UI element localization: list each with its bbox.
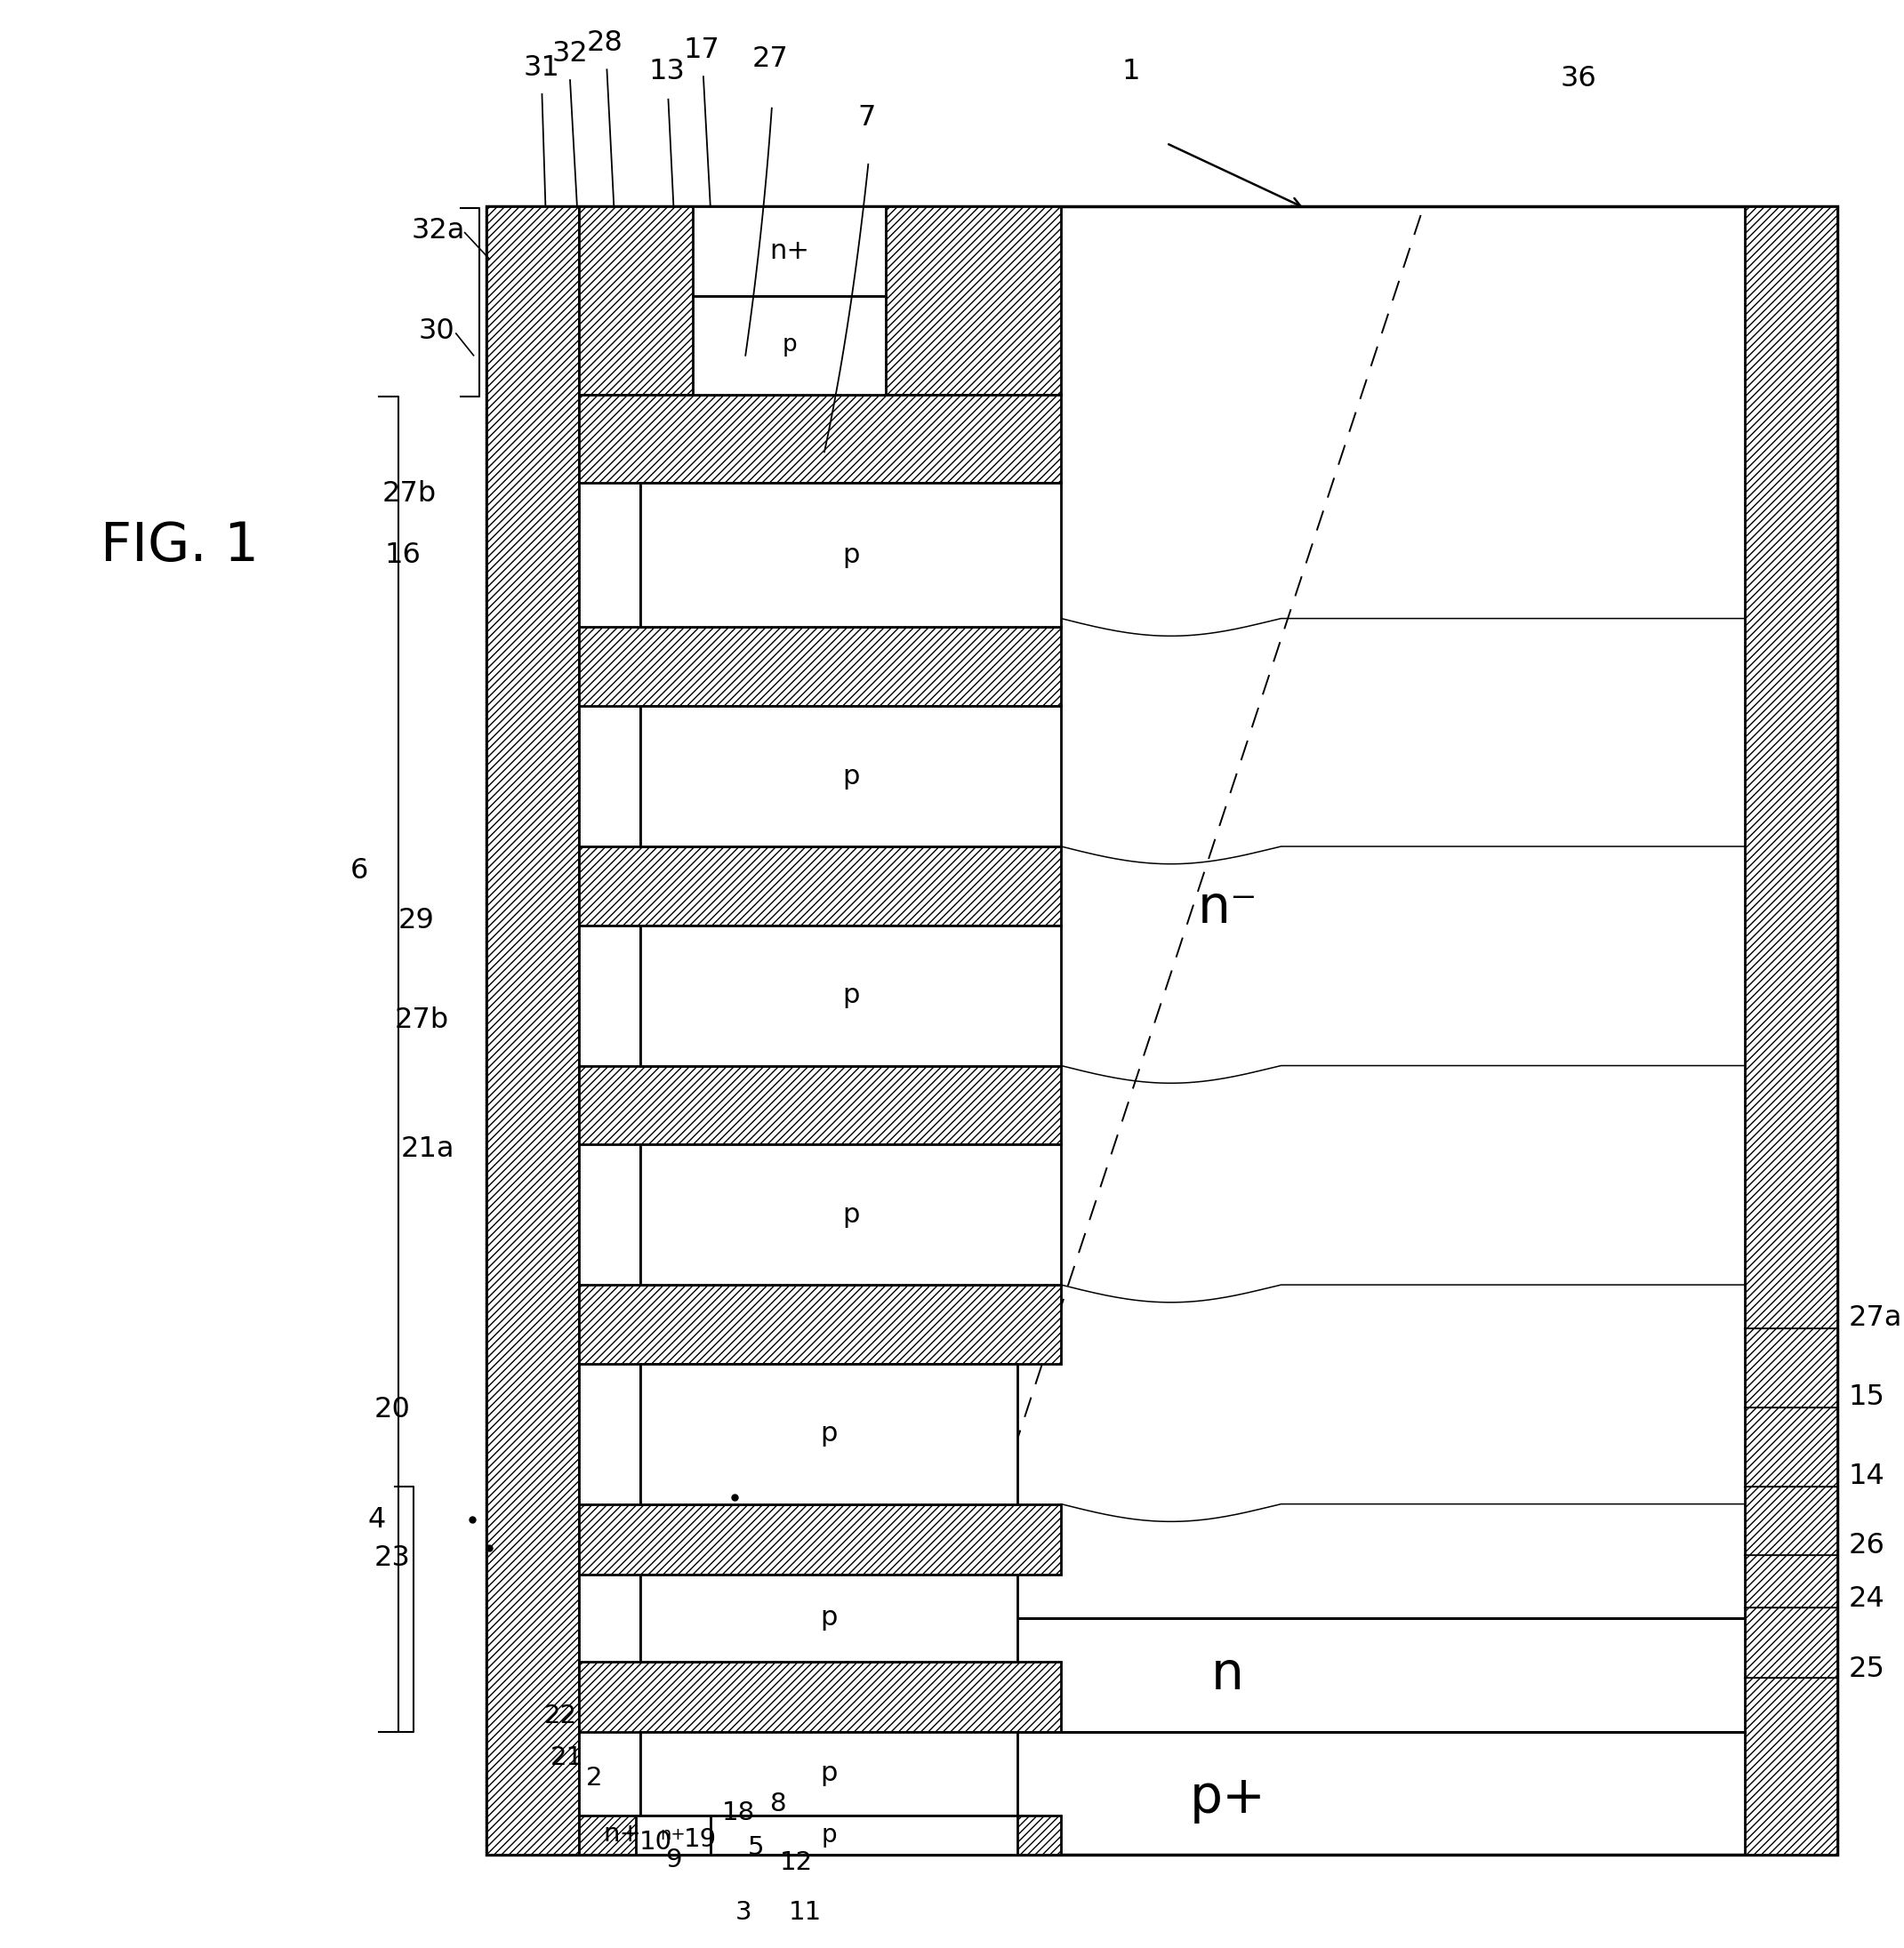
Text: 30: 30	[419, 318, 455, 345]
Bar	[579, 206, 640, 1854]
Text: n+: n+	[604, 1821, 642, 1847]
Text: 20: 20	[373, 1395, 411, 1424]
Text: p: p	[783, 333, 796, 356]
Text: 1: 1	[1121, 58, 1140, 86]
Text: 24: 24	[1849, 1586, 1885, 1613]
Bar	[693, 206, 885, 296]
Text: p: p	[842, 764, 859, 789]
Text: 17: 17	[684, 37, 720, 64]
Text: 32a: 32a	[411, 216, 465, 245]
Text: p: p	[842, 542, 859, 567]
Text: 16: 16	[385, 542, 421, 569]
Text: 21a: 21a	[400, 1136, 455, 1163]
Bar	[640, 705, 1061, 847]
Text: p: p	[842, 982, 859, 1009]
Bar	[636, 1816, 710, 1854]
Bar	[693, 296, 885, 395]
Text: 22: 22	[545, 1704, 577, 1728]
Text: FIG. 1: FIG. 1	[101, 520, 259, 573]
Bar	[487, 206, 579, 1854]
Text: p+: p+	[1190, 1773, 1266, 1823]
Text: 4: 4	[367, 1506, 387, 1533]
Text: 14: 14	[1849, 1463, 1885, 1490]
Text: 25: 25	[1849, 1656, 1885, 1683]
Text: p: p	[821, 1823, 836, 1847]
Text: p: p	[821, 1420, 838, 1447]
Text: p: p	[821, 1761, 838, 1786]
Text: 29: 29	[398, 908, 434, 935]
Bar	[579, 1816, 1061, 1854]
Bar	[487, 206, 1837, 1854]
Bar	[640, 1816, 1017, 1854]
Text: 6: 6	[350, 857, 367, 884]
Text: 31: 31	[524, 55, 560, 82]
Text: 13: 13	[649, 58, 685, 86]
Text: n⁻: n⁻	[1198, 882, 1259, 933]
Text: 18: 18	[722, 1800, 756, 1825]
Text: 8: 8	[771, 1792, 786, 1816]
Text: 9: 9	[664, 1849, 682, 1872]
Text: 15: 15	[1849, 1383, 1885, 1410]
Text: 27b: 27b	[394, 1007, 449, 1034]
Text: n: n	[1211, 1650, 1243, 1701]
Text: 11: 11	[788, 1901, 823, 1925]
Text: p: p	[842, 1202, 859, 1227]
Bar	[579, 206, 1061, 395]
Text: 36: 36	[1561, 64, 1597, 92]
Bar	[579, 847, 1061, 925]
Text: 10: 10	[640, 1831, 672, 1854]
Text: 27a: 27a	[1849, 1305, 1902, 1332]
Text: 7: 7	[857, 105, 876, 132]
Bar	[579, 1504, 1061, 1574]
Text: 19: 19	[684, 1827, 716, 1853]
Text: 23: 23	[373, 1545, 411, 1572]
Text: n+: n+	[769, 238, 809, 265]
Text: n+: n+	[661, 1827, 685, 1843]
Bar	[1746, 206, 1837, 1854]
Bar	[640, 1732, 1017, 1816]
Bar	[579, 395, 1061, 483]
Bar	[579, 1286, 1061, 1364]
Text: 28: 28	[586, 29, 623, 56]
Text: 27b: 27b	[383, 479, 436, 508]
Bar	[640, 1145, 1061, 1286]
Text: p: p	[821, 1605, 838, 1630]
Text: 5: 5	[748, 1835, 764, 1860]
Bar	[640, 925, 1061, 1066]
Text: 12: 12	[781, 1851, 813, 1876]
Bar	[640, 1574, 1017, 1662]
Text: 2: 2	[586, 1765, 602, 1790]
Text: 26: 26	[1849, 1533, 1885, 1560]
Text: 3: 3	[735, 1901, 752, 1925]
Text: 27: 27	[752, 45, 788, 74]
Bar	[640, 1364, 1017, 1504]
Bar	[579, 1066, 1061, 1145]
Text: 21: 21	[550, 1745, 585, 1771]
Bar	[640, 483, 1061, 627]
Text: 32: 32	[552, 41, 588, 68]
Bar	[579, 1662, 1061, 1732]
Bar	[579, 627, 1061, 705]
